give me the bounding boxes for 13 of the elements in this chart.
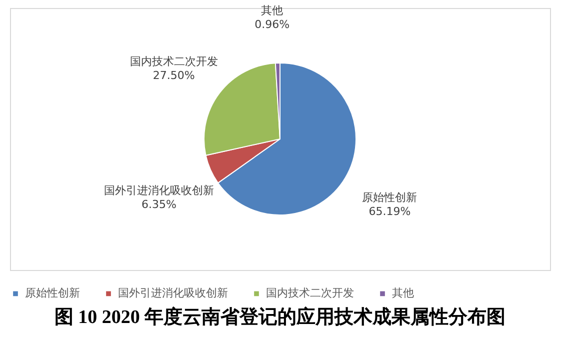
text: 图 10 2020 年度云南省登记的应用技术成果属性分布图 (54, 306, 506, 328)
data-label: 27.50% (152, 68, 195, 82)
legend-label: 国内技术二次开发 (266, 286, 354, 300)
data-label: 65.19% (368, 204, 411, 218)
legend-label: 国外引进消化吸收创新 (118, 286, 228, 300)
legend-label: 其他 (392, 286, 414, 300)
data-label: 6.35% (141, 198, 176, 211)
slice-label: 国外引进消化吸收创新 (104, 184, 214, 197)
legend-label: 原始性创新 (25, 286, 80, 300)
data-label: 0.96% (254, 18, 290, 32)
slice-label: 原始性创新 (362, 190, 418, 204)
slice-label: 其他 (261, 4, 284, 18)
slice-label: 国内技术二次开发 (130, 54, 218, 68)
